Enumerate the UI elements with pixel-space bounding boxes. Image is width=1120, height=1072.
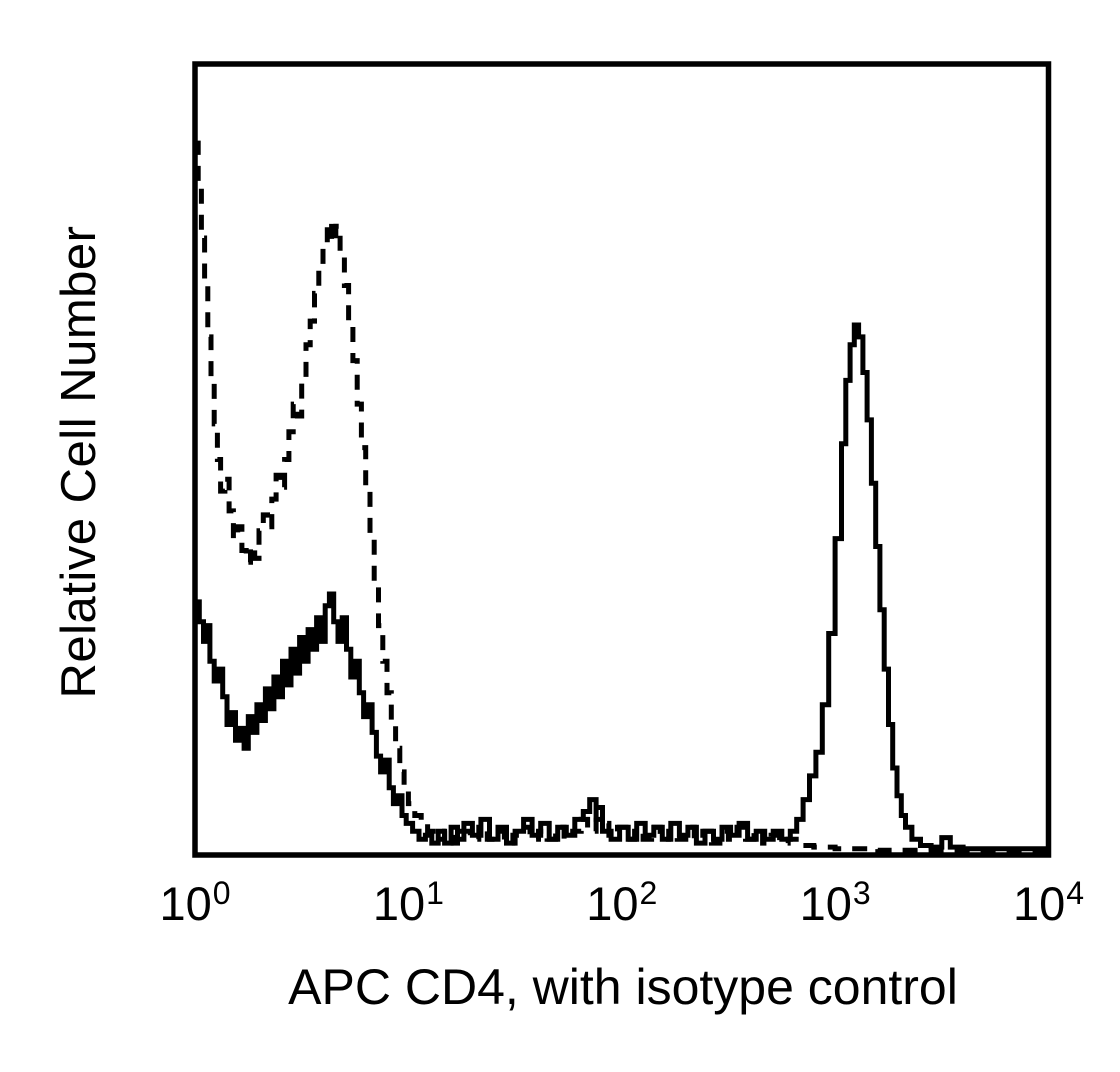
x-tick-10e2: 102 — [586, 875, 658, 930]
trace-apc-cd4 — [195, 322, 1049, 852]
plot-frame — [192, 61, 1052, 858]
y-axis-title: Relative Cell Number — [52, 225, 106, 699]
x-axis-title: APC CD4, with isotype control — [288, 959, 958, 1015]
x-tick-10e0: 100 — [159, 875, 231, 930]
x-tick-10e3: 103 — [799, 875, 871, 930]
x-tick-10e4: 104 — [1012, 875, 1085, 930]
trace-isotype-control — [195, 140, 1049, 853]
x-tick-10e1: 101 — [372, 875, 444, 930]
